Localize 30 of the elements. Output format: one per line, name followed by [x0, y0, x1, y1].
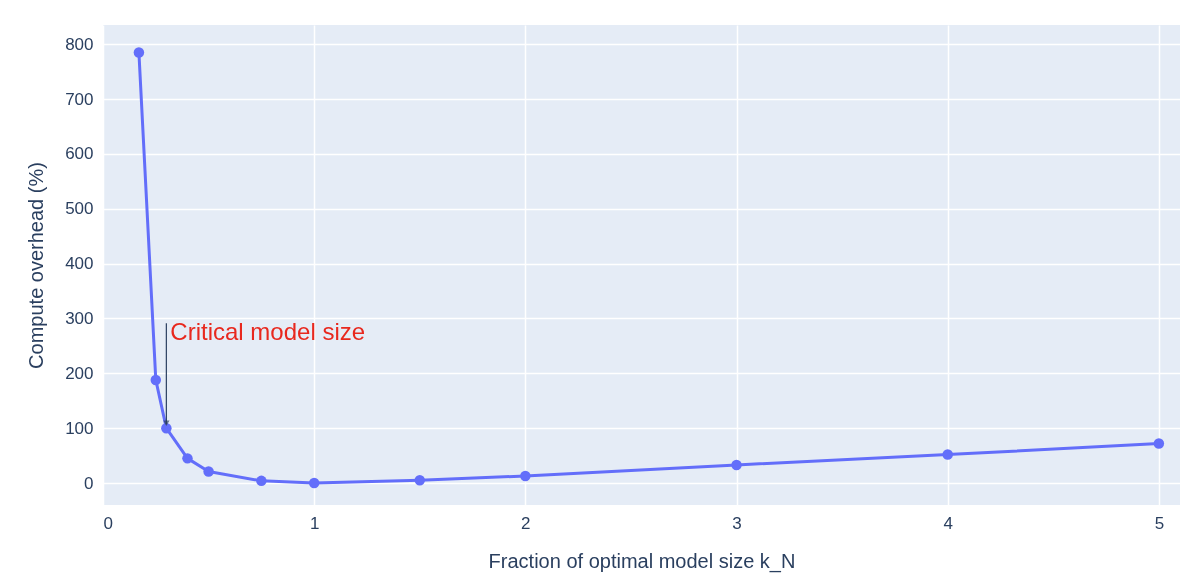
point: [150, 374, 162, 386]
point: [1153, 438, 1165, 449]
point: [731, 459, 742, 471]
y-tick-label: 600: [65, 144, 94, 164]
point: [161, 422, 172, 434]
x-tick-label: 1: [309, 513, 320, 533]
y-axis-title: Compute overhead (%): [25, 162, 48, 369]
y-tick-label: 0: [84, 473, 94, 493]
x-tick-label: 4: [943, 513, 953, 533]
point: [520, 470, 531, 482]
point: [256, 475, 267, 487]
y-tick-label: 200: [65, 363, 94, 383]
point: [203, 466, 214, 477]
point: [308, 477, 320, 489]
x-tick-label: 5: [1154, 513, 1165, 533]
y-tick-label: 800: [65, 34, 94, 54]
x-axis-title: Fraction of optimal model size k_N: [488, 549, 796, 573]
point: [942, 449, 953, 460]
point: [414, 475, 426, 486]
point: [182, 453, 193, 464]
y-tick-label: 400: [65, 254, 94, 274]
y-tick-label: 100: [65, 418, 94, 438]
x-tick-label: 0: [103, 513, 113, 533]
x-tick-label: 3: [732, 513, 742, 533]
annotation: Critical model size: [170, 318, 366, 346]
y-tick-label: 300: [65, 308, 94, 328]
point: [133, 47, 145, 58]
x-tick-label: 2: [521, 513, 531, 533]
y-tick-label: 700: [65, 89, 94, 109]
y-tick-label: 500: [65, 199, 94, 219]
